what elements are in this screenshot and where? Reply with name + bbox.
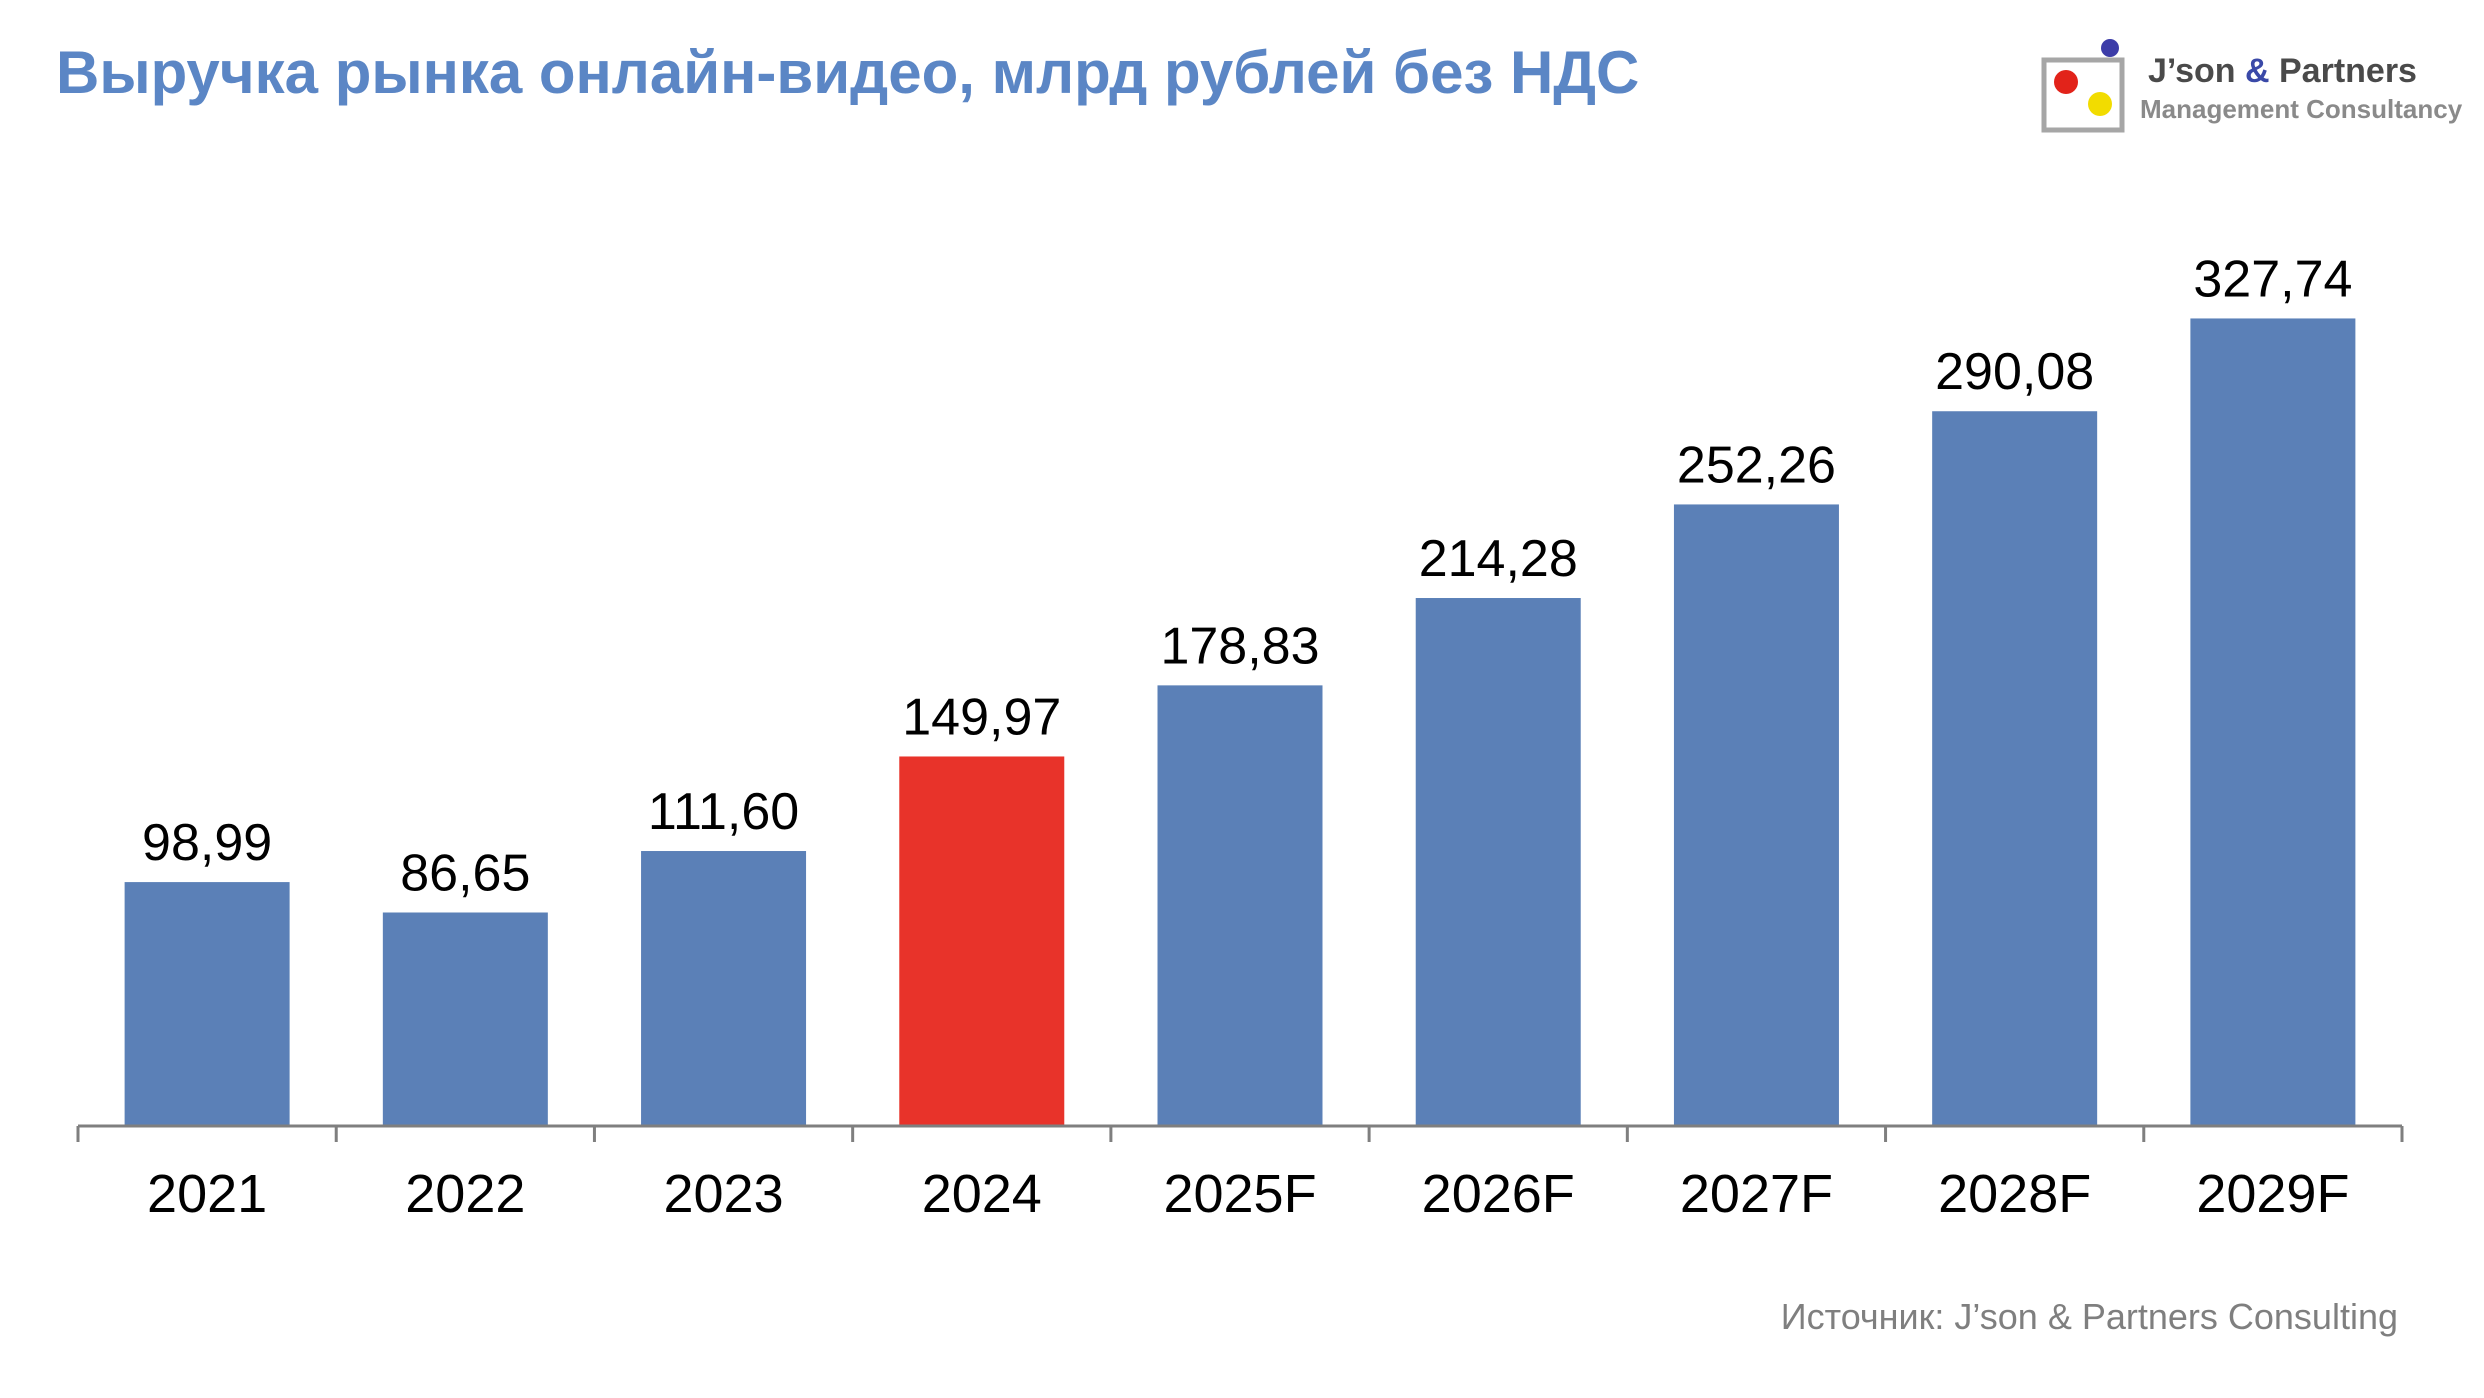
bar-2022 <box>382 912 548 1126</box>
x-tick-label-2021: 2021 <box>147 1164 267 1224</box>
x-tick-label-2029F: 2029F <box>2196 1164 2349 1224</box>
bar-2027F <box>1673 504 1839 1126</box>
data-label-2029F: 327,74 <box>2193 250 2352 308</box>
x-tick-label-2025F: 2025F <box>1163 1164 1316 1224</box>
x-tick-label-2024: 2024 <box>922 1164 1042 1224</box>
logo-name-ampersand: & <box>2245 52 2270 90</box>
logo-tagline: Management Consultancy <box>2140 94 2463 124</box>
bar-2029F <box>2190 318 2356 1127</box>
data-label-2028F: 290,08 <box>1935 343 2094 401</box>
logo-mark-icon <box>2041 39 2125 133</box>
bar-2025F <box>1157 685 1323 1126</box>
bar-2028F <box>1932 411 2098 1126</box>
logo-name-part2: Partners <box>2269 52 2417 90</box>
data-label-2027F: 252,26 <box>1677 436 1836 494</box>
data-label-2025F: 178,83 <box>1160 617 1319 675</box>
bar-2026F <box>1415 598 1581 1126</box>
x-tick-label-2028F: 2028F <box>1938 1164 2091 1224</box>
bar-2024 <box>899 756 1065 1126</box>
bar-2023 <box>641 851 807 1126</box>
x-tick-label-2023: 2023 <box>663 1164 783 1224</box>
data-label-2023: 111,60 <box>648 783 799 841</box>
company-logo: J’son & Partners Management Consultancy <box>2040 30 2463 140</box>
x-tick-label-2026F: 2026F <box>1422 1164 1575 1224</box>
source-note: Источник: J’son & Partners Consulting <box>1780 1296 2398 1337</box>
data-label-2024: 149,97 <box>902 688 1061 746</box>
data-label-2026F: 214,28 <box>1419 530 1578 588</box>
x-tick-label-2027F: 2027F <box>1680 1164 1833 1224</box>
data-label-2022: 86,65 <box>400 844 530 902</box>
logo-name-part1: J’son <box>2148 52 2245 90</box>
bar-2021 <box>124 882 290 1126</box>
logo-company-name: J’son & Partners <box>2148 52 2417 91</box>
x-tick-label-2022: 2022 <box>405 1164 525 1224</box>
data-label-2021: 98,99 <box>142 814 272 872</box>
chart-title: Выручка рынка онлайн-видео, млрд рублей … <box>56 39 1640 106</box>
